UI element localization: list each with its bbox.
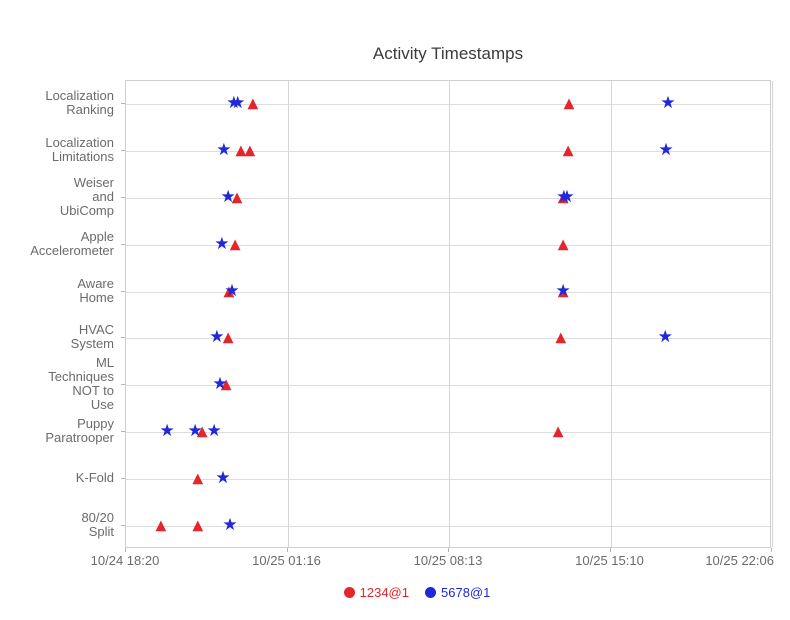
y-tick-mark xyxy=(121,431,125,432)
x-tick-mark xyxy=(286,548,288,552)
triangle-data-point[interactable]: ▲ xyxy=(562,142,574,159)
y-tick-mark xyxy=(121,384,125,386)
x-gridline xyxy=(449,81,450,547)
star-data-point[interactable]: ★ xyxy=(660,93,676,114)
x-gridline xyxy=(287,81,289,547)
y-tick-label: Apple Accelerometer xyxy=(30,228,114,258)
y-tick-label: Localization Ranking xyxy=(45,88,114,118)
triangle-data-point[interactable]: ▲ xyxy=(244,142,256,159)
triangle-data-point[interactable]: ▲ xyxy=(557,283,569,300)
star-data-point[interactable]: ★ xyxy=(222,514,238,535)
triangle-data-point[interactable]: ▲ xyxy=(555,330,567,347)
y-tick-mark xyxy=(121,290,125,292)
x-tick-mark xyxy=(771,548,772,552)
y-tick-mark xyxy=(121,150,125,152)
star-data-point[interactable]: ★ xyxy=(555,280,571,301)
triangle-data-point[interactable]: ▲ xyxy=(235,142,247,159)
y-gridline xyxy=(126,244,770,246)
star-data-point[interactable]: ★ xyxy=(212,374,228,395)
star-data-point[interactable]: ★ xyxy=(215,467,231,488)
y-tick-mark xyxy=(121,337,125,339)
y-gridline xyxy=(126,338,770,340)
triangle-data-point[interactable]: ▲ xyxy=(155,517,167,534)
star-data-point[interactable]: ★ xyxy=(159,421,175,442)
y-tick-label: 80/20 Split xyxy=(81,509,114,539)
star-data-point[interactable]: ★ xyxy=(658,140,674,161)
star-data-point[interactable]: ★ xyxy=(657,327,673,348)
chart-title: Activity Timestamps xyxy=(372,44,524,63)
y-tick-label: ML Techniques NOT to Use xyxy=(48,355,114,413)
triangle-data-point[interactable]: ▲ xyxy=(231,189,243,206)
legend: 1234@1 5678@1 xyxy=(125,583,709,601)
legend-item-5678-at-1[interactable]: 5678@1 xyxy=(425,585,490,600)
y-tick-mark xyxy=(121,524,125,526)
triangle-data-point[interactable]: ▲ xyxy=(220,376,232,393)
y-gridline xyxy=(126,478,770,480)
y-tick-label: K-Fold xyxy=(75,469,114,485)
triangle-data-point[interactable]: ▲ xyxy=(229,236,241,253)
y-gridline xyxy=(126,104,770,106)
x-gridline xyxy=(772,81,773,547)
star-data-point[interactable]: ★ xyxy=(559,187,575,208)
triangle-data-point[interactable]: ▲ xyxy=(222,330,234,347)
star-data-point[interactable]: ★ xyxy=(220,187,236,208)
y-tick-label: HVAC System xyxy=(70,322,114,352)
triangle-data-point[interactable]: ▲ xyxy=(223,283,235,300)
legend-item-1234-at-1[interactable]: 1234@1 xyxy=(343,584,409,600)
star-data-point[interactable]: ★ xyxy=(206,421,222,442)
triangle-data-point[interactable]: ▲ xyxy=(192,517,204,534)
legend-marker-icon xyxy=(343,586,355,598)
x-tick-mark xyxy=(609,548,611,552)
star-data-point[interactable]: ★ xyxy=(226,93,242,114)
y-tick-label: Aware Home xyxy=(77,275,114,305)
y-gridline xyxy=(126,198,770,199)
triangle-data-point[interactable]: ▲ xyxy=(557,236,569,253)
star-data-point[interactable]: ★ xyxy=(224,280,240,301)
triangle-data-point[interactable]: ▲ xyxy=(557,189,569,206)
triangle-data-point[interactable]: ▲ xyxy=(552,423,564,440)
triangle-data-point[interactable]: ▲ xyxy=(196,423,208,440)
star-data-point[interactable]: ★ xyxy=(187,421,203,442)
y-tick-label: Localization Limitations xyxy=(45,135,114,165)
y-tick-label: Puppy Paratrooper xyxy=(45,416,114,445)
x-gridline xyxy=(610,81,612,547)
y-gridline xyxy=(126,385,770,387)
y-gridline xyxy=(126,525,770,527)
y-gridline xyxy=(126,291,770,293)
x-tick-label: 10/25 08:13 xyxy=(413,553,483,568)
triangle-data-point[interactable]: ▲ xyxy=(563,96,575,113)
x-tick-label: 10/25 01:16 xyxy=(252,553,321,568)
x-tick-label: 10/25 22:06 xyxy=(705,553,774,568)
x-tick-mark xyxy=(125,548,126,552)
y-tick-mark xyxy=(121,243,125,245)
y-tick-mark xyxy=(121,197,125,198)
triangle-data-point[interactable]: ▲ xyxy=(247,96,259,113)
triangle-data-point[interactable]: ▲ xyxy=(192,470,204,487)
x-tick-label: 10/25 15:10 xyxy=(575,553,644,568)
x-tick-mark xyxy=(448,548,449,552)
y-tick-label: Weiser and UbiComp xyxy=(59,175,114,218)
star-data-point[interactable]: ★ xyxy=(216,140,232,161)
x-tick-label: 10/24 18:20 xyxy=(90,553,160,568)
y-gridline xyxy=(126,432,770,433)
legend-label: 5678@1 xyxy=(441,584,491,600)
y-tick-mark xyxy=(121,103,125,105)
star-data-point[interactable]: ★ xyxy=(214,233,230,254)
star-data-point[interactable]: ★ xyxy=(209,327,225,348)
legend-marker-icon xyxy=(425,586,436,598)
plot-area: ▲ ▲ ▲ ▲ ▲ ▲ ▲ ▲ ▲ ▲ ▲ ▲ ▲ ▲ ▲ ▲ ▲ ▲ ▲ ★ ★ ★ ★ ★ ★ ★ ★ ★ ★ ★ ★ ★ ★ ★ ★ ★ ★ ★ xyxy=(125,80,773,548)
y-gridline xyxy=(126,151,770,153)
legend-label: 1234@1 xyxy=(359,584,409,600)
star-data-point[interactable]: ★ xyxy=(556,187,572,208)
star-data-point[interactable]: ★ xyxy=(230,93,246,114)
y-tick-mark xyxy=(121,477,125,479)
